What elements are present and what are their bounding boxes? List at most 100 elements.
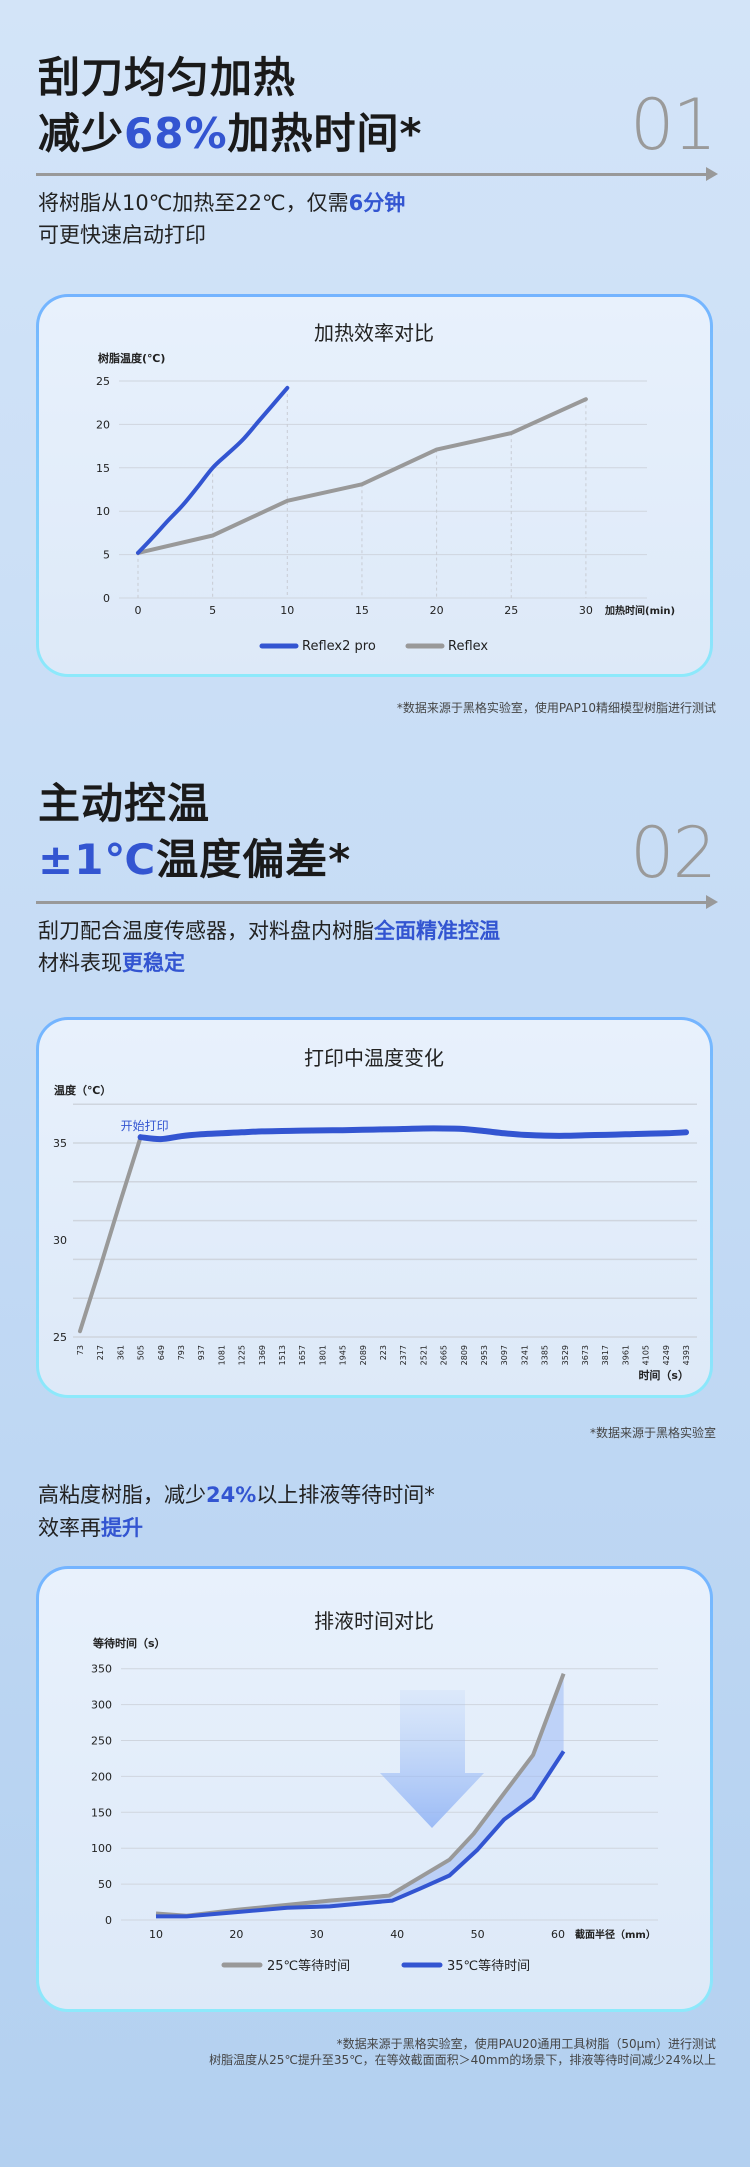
subtitle-highlight: 6分钟 xyxy=(348,191,406,215)
subtitle-highlight: 更稳定 xyxy=(122,951,185,975)
subtitle-text: 刮刀配合温度传感器，对料盘内树脂 xyxy=(38,919,374,943)
section1-title-line1: 刮刀均匀加热 xyxy=(38,53,297,102)
legend-label: 25℃等待时间 xyxy=(267,1958,350,1974)
x-tick-label: 3241 xyxy=(520,1345,529,1365)
chart-title: 加热效率对比 xyxy=(314,321,434,345)
subtitle-text: 效率再 xyxy=(38,1516,101,1540)
drain-time-chart-card: 排液时间对比 等待时间（s） 0 50 100 150 200 250 300 350 10 20 30… xyxy=(36,1566,713,2012)
subtitle-highlight: 24% xyxy=(206,1483,257,1507)
x-tick-label: 1945 xyxy=(339,1345,348,1365)
y-tick-label: 0 xyxy=(103,592,110,605)
subtitle-highlight: 全面精准控温 xyxy=(374,919,500,943)
section2-footnote: *数据来源于黑格实验室 xyxy=(589,1426,716,1440)
legend-label: Reflex2 pro xyxy=(302,639,376,654)
x-tick-label: 2089 xyxy=(359,1345,368,1365)
y-tick-label: 200 xyxy=(91,1770,112,1783)
section2-title-line1: 主动控温 xyxy=(38,779,211,828)
y-tick-label: 5 xyxy=(103,549,110,562)
x-tick-label: 3817 xyxy=(601,1345,610,1365)
y-axis-label: 等待时间（s） xyxy=(92,1636,166,1650)
y-tick-label: 300 xyxy=(91,1699,112,1712)
x-tick-label: 10 xyxy=(149,1928,163,1941)
section3-footnote: *数据来源于黑格实验室，使用PAU20通用工具树脂（50μm）进行测试 树脂温度… xyxy=(209,2036,716,2068)
y-tick-label: 25 xyxy=(96,375,110,388)
subtitle-text: 材料表现 xyxy=(38,951,122,975)
x-tick-label: 793 xyxy=(177,1345,186,1360)
x-tick-label: 60 xyxy=(551,1928,565,1941)
start-print-annotation: 开始打印 xyxy=(121,1119,169,1133)
x-tick-label: 505 xyxy=(137,1345,146,1360)
section3-subtitle-line1: 高粘度树脂，减少24%以上排液等待时间* xyxy=(38,1479,435,1511)
title-text: 加热时间* xyxy=(227,109,423,158)
heating-efficiency-chart-card: 加热效率对比 树脂温度(℃) 0 5 10 15 20 25 0 5 10 15 20 25 30 加热时间(… xyxy=(36,294,713,677)
temperature-line-warmup xyxy=(78,1135,143,1334)
x-tick-label: 1225 xyxy=(238,1345,247,1365)
x-tick-label: 25 xyxy=(504,604,518,617)
section1-title-line2: 减少68%加热时间* xyxy=(38,106,423,162)
print-temperature-chart-card: 打印中温度变化 温度（℃） 25 30 35 73 217 361 505 649 793 937 10… xyxy=(36,1017,713,1398)
x-tick-label: 1369 xyxy=(258,1345,267,1365)
y-tick-label: 250 xyxy=(91,1735,112,1748)
x-tick-label: 30 xyxy=(579,604,593,617)
section1-footnote: *数据来源于黑格实验室，使用PAP10精细模型树脂进行测试 xyxy=(396,701,716,715)
x-tick-label: 361 xyxy=(116,1345,125,1360)
x-tick-label: 10 xyxy=(280,604,294,617)
x-axis-label: 截面半径（mm） xyxy=(575,1928,656,1941)
x-tick-label: 3961 xyxy=(621,1345,630,1365)
title-highlight: ±1℃ xyxy=(38,835,157,884)
title-text: 温度偏差* xyxy=(156,835,352,884)
temperature-line-printing xyxy=(137,1125,689,1143)
series-line-reflex2-pro xyxy=(136,385,290,555)
x-tick-label: 223 xyxy=(379,1345,388,1360)
section1-subtitle-line2: 可更快速启动打印 xyxy=(38,223,206,247)
y-tick-label: 20 xyxy=(96,418,110,431)
title-highlight: 68% xyxy=(124,109,228,158)
section2-subtitle-line2: 材料表现更稳定 xyxy=(38,947,185,979)
series-line-reflex xyxy=(136,397,588,555)
x-tick-label: 2809 xyxy=(460,1345,469,1365)
section2-subtitle-line1: 刮刀配合温度传感器，对料盘内树脂全面精准控温 xyxy=(38,915,500,947)
x-tick-label: 5 xyxy=(209,604,216,617)
section3-subtitle-line2: 效率再提升 xyxy=(38,1512,143,1544)
y-tick-label: 10 xyxy=(96,505,110,518)
x-tick-label: 3385 xyxy=(541,1345,550,1365)
y-tick-label: 150 xyxy=(91,1806,112,1819)
x-tick-label: 0 xyxy=(135,604,142,617)
subtitle-highlight: 提升 xyxy=(101,1516,143,1540)
y-tick-label: 0 xyxy=(105,1914,112,1927)
x-tick-label: 40 xyxy=(390,1928,404,1941)
x-tick-label: 4105 xyxy=(642,1345,651,1365)
arrow-divider xyxy=(36,895,718,909)
y-tick-label: 50 xyxy=(98,1878,112,1891)
difference-area xyxy=(156,1673,564,1917)
x-tick-label: 4249 xyxy=(662,1345,671,1365)
legend-label: Reflex xyxy=(448,639,488,654)
x-tick-label: 217 xyxy=(96,1345,105,1360)
footnote-line: *数据来源于黑格实验室，使用PAU20通用工具树脂（50μm）进行测试 xyxy=(336,2037,716,2051)
x-tick-label: 20 xyxy=(430,604,444,617)
y-tick-label: 35 xyxy=(53,1137,67,1150)
subtitle-text: 以上排液等待时间* xyxy=(256,1483,435,1507)
section1-subtitle-line1: 将树脂从10℃加热至22℃，仅需6分钟 xyxy=(38,187,405,219)
x-tick-label: 1513 xyxy=(278,1345,287,1365)
y-tick-label: 100 xyxy=(91,1842,112,1855)
legend-label: 35℃等待时间 xyxy=(447,1958,530,1974)
x-tick-label: 73 xyxy=(76,1345,85,1355)
x-tick-label: 3673 xyxy=(581,1345,590,1365)
footnote-line: 树脂温度从25℃提升至35℃，在等效截面面积＞40mm的场景下，排液等待时间减少… xyxy=(209,2053,716,2067)
x-tick-label: 2521 xyxy=(419,1345,428,1365)
y-axis-label: 树脂温度(℃) xyxy=(98,351,165,365)
subtitle-text: 高粘度树脂，减少 xyxy=(38,1483,206,1507)
y-axis-label: 温度（℃） xyxy=(54,1083,111,1097)
section-number-01: 01 xyxy=(630,84,717,166)
x-tick-label: 3097 xyxy=(500,1345,509,1365)
x-axis-label: 加热时间(min) xyxy=(604,604,675,617)
x-tick-label: 2377 xyxy=(399,1345,408,1365)
x-tick-label: 1657 xyxy=(298,1345,307,1365)
section-number-02: 02 xyxy=(630,812,717,894)
x-tick-label: 2953 xyxy=(480,1345,489,1365)
x-tick-label: 3529 xyxy=(561,1345,570,1365)
y-tick-label: 30 xyxy=(53,1234,67,1247)
